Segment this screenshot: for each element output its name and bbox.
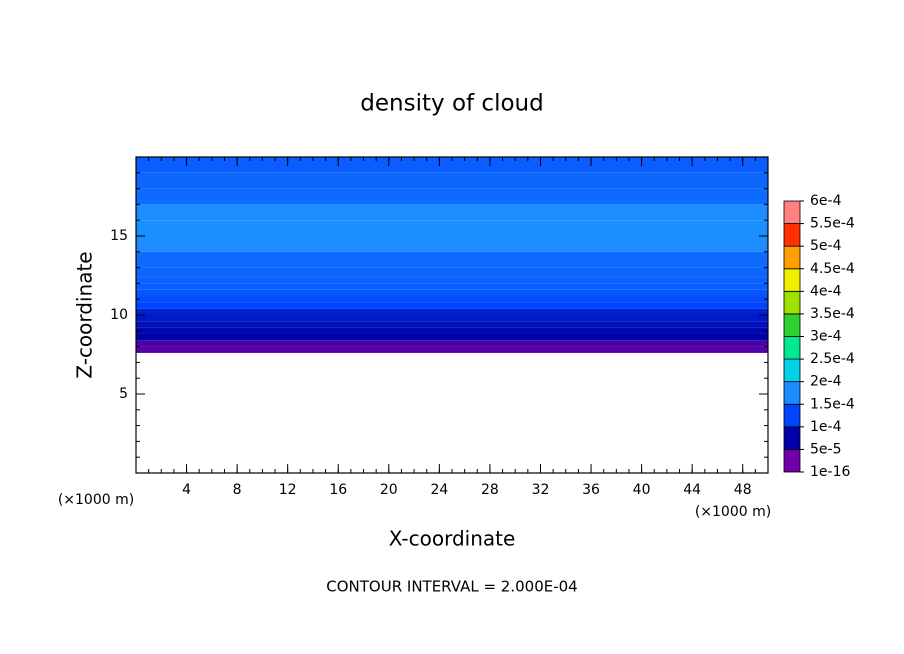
density-band [136, 346, 768, 353]
colorbar-box [783, 223, 801, 247]
colorbar-label: 3.5e-4 [810, 306, 855, 322]
x-tick-label: 40 [633, 482, 651, 498]
x-tick-label: 48 [734, 482, 752, 498]
density-band [136, 283, 768, 290]
colorbar-box [783, 381, 801, 405]
density-band [136, 236, 768, 252]
y-axis-label: Z-coordinate [73, 251, 97, 378]
density-band [136, 188, 768, 205]
density-band [136, 289, 768, 297]
x-tick-label: 36 [582, 482, 600, 498]
colorbar-label: 4e-4 [810, 283, 842, 299]
density-band [136, 277, 768, 284]
density-band [136, 204, 768, 221]
density-band [136, 172, 768, 189]
density-band [136, 333, 768, 341]
x-axis-label: X-coordinate [389, 527, 516, 551]
colorbar-label: 6e-4 [810, 193, 842, 209]
colorbar-box [783, 449, 801, 473]
colorbar-label: 1e-4 [810, 419, 842, 435]
colorbar-box [783, 403, 801, 428]
density-band [136, 315, 768, 322]
colorbar-box [783, 290, 801, 315]
colorbar-label: 1e-16 [810, 464, 850, 480]
density-band [136, 296, 768, 303]
x-tick-label: 24 [430, 482, 448, 498]
colorbar-label: 1.5e-4 [810, 396, 855, 412]
colorbar-box [783, 245, 801, 270]
x-tick-label: 8 [233, 482, 242, 498]
x-tick-label: 4 [182, 482, 191, 498]
x-tick-label: 28 [481, 482, 499, 498]
x-tick-label: 44 [683, 482, 701, 498]
colorbar-box [783, 313, 801, 337]
colorbar-label: 3e-4 [810, 329, 842, 345]
density-band [136, 327, 768, 334]
x-tick-label: 32 [532, 482, 550, 498]
density-band [136, 302, 768, 309]
colorbar-label: 2.5e-4 [810, 351, 855, 367]
y-tick-label: 5 [119, 386, 128, 402]
colorbar-label: 5e-5 [810, 441, 841, 457]
x-tick-label: 20 [380, 482, 398, 498]
density-band [136, 308, 768, 315]
colorbar-label: 5.5e-4 [810, 216, 855, 232]
colorbar-box [783, 268, 801, 292]
density-band [136, 251, 768, 268]
density-band [136, 340, 768, 347]
footer: CONTOUR INTERVAL = 2.000E-04 [326, 578, 577, 596]
density-band [136, 157, 768, 173]
y-unit-label: (×1000 m) [58, 492, 134, 508]
x-unit-label: (×1000 m) [695, 504, 771, 520]
colorbar-box [783, 336, 801, 360]
colorbar-label: 2e-4 [810, 374, 842, 390]
colorbar-box [783, 426, 801, 450]
density-band [136, 220, 768, 236]
x-tick-label: 16 [329, 482, 347, 498]
density-band [136, 267, 768, 278]
colorbar-box [783, 358, 801, 383]
colorbar-label: 5e-4 [810, 238, 842, 254]
colorbar-box [783, 200, 801, 224]
x-tick-label: 12 [279, 482, 297, 498]
colorbar-label: 4.5e-4 [810, 261, 855, 277]
y-tick-label: 15 [110, 228, 128, 244]
density-band [136, 321, 768, 328]
y-tick-label: 10 [110, 307, 128, 323]
chart-title: density of cloud [360, 91, 543, 117]
